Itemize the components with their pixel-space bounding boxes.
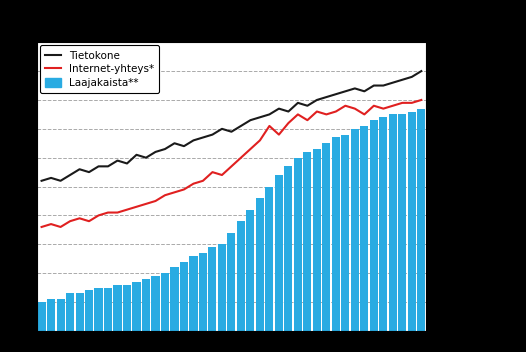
Bar [341, 134, 349, 331]
Bar [85, 290, 93, 331]
Bar [170, 268, 178, 331]
Bar [285, 166, 292, 331]
Bar [161, 273, 169, 331]
Bar [123, 285, 131, 331]
Legend: Tietokone, Internet-yhteys*, Laajakaista**: Tietokone, Internet-yhteys*, Laajakaista… [40, 45, 159, 93]
Bar [275, 175, 283, 331]
Bar [95, 288, 103, 331]
Bar [189, 256, 197, 331]
Bar [351, 129, 359, 331]
Bar [266, 187, 274, 331]
Bar [180, 262, 188, 331]
Bar [322, 143, 330, 331]
Bar [56, 299, 65, 331]
Text: % kotitalouksista: % kotitalouksista [416, 22, 510, 32]
Bar [218, 244, 226, 331]
Bar [389, 114, 397, 331]
Bar [37, 302, 46, 331]
Bar [76, 293, 84, 331]
Bar [313, 149, 321, 331]
Bar [304, 152, 311, 331]
Bar [360, 126, 368, 331]
Bar [246, 210, 255, 331]
Bar [370, 120, 378, 331]
Bar [294, 158, 302, 331]
Bar [417, 109, 426, 331]
Bar [332, 138, 340, 331]
Bar [104, 288, 112, 331]
Bar [199, 253, 207, 331]
Bar [114, 285, 122, 331]
Bar [133, 282, 140, 331]
Bar [227, 233, 236, 331]
Bar [408, 112, 416, 331]
Bar [47, 299, 55, 331]
Bar [237, 221, 245, 331]
Bar [151, 276, 159, 331]
Bar [66, 293, 74, 331]
Bar [142, 279, 150, 331]
Bar [256, 198, 264, 331]
Bar [208, 247, 217, 331]
Bar [398, 114, 407, 331]
Bar [379, 117, 387, 331]
